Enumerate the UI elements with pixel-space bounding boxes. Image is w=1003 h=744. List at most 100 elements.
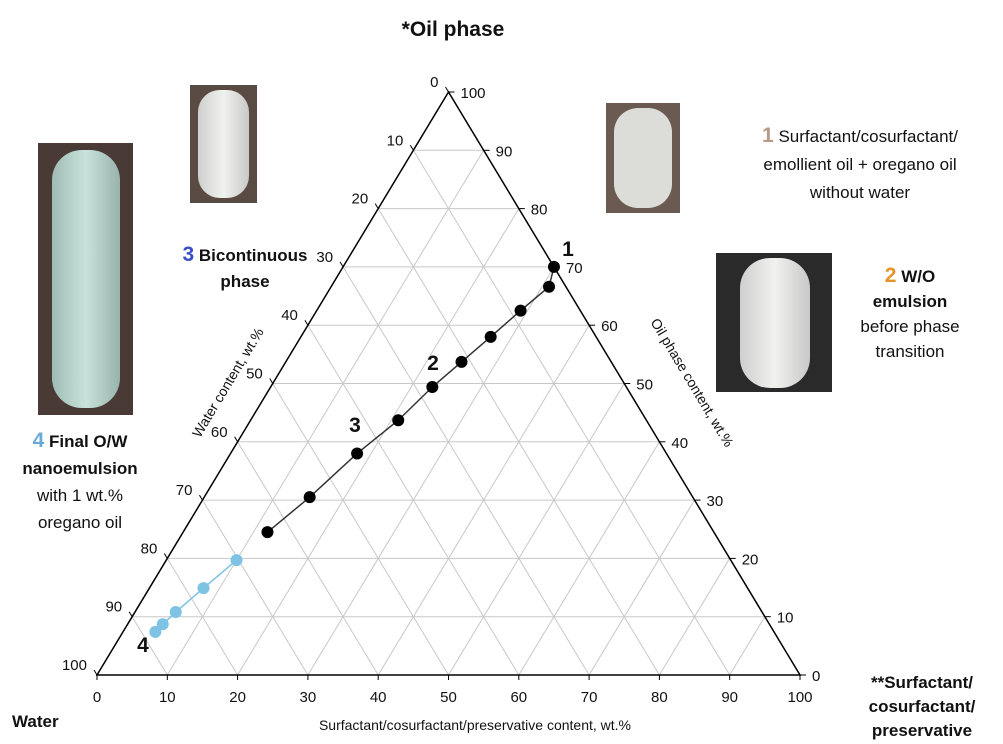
annotation: nanoemulsion — [22, 459, 137, 478]
x-tick-label: 50 — [440, 689, 457, 706]
data-point — [392, 414, 404, 426]
annotation-text: Bicontinuous — [199, 246, 308, 265]
right-tick-label: 80 — [531, 202, 548, 219]
left-tick-label: 30 — [316, 249, 333, 266]
tick-mark — [164, 553, 167, 558]
data-point — [231, 554, 243, 566]
tick-mark — [129, 612, 132, 617]
annotation: 2 W/O — [885, 264, 935, 287]
annotation: emulsion — [873, 292, 948, 311]
annotation-text: nanoemulsion — [22, 459, 137, 478]
annotation-text: without water — [809, 183, 910, 202]
annotation: transition — [876, 342, 945, 361]
right-tick-label: 70 — [566, 260, 583, 277]
annotation-text: W/O — [901, 267, 935, 286]
corner-label: preservative — [872, 721, 972, 740]
annotation-number: 4 — [33, 429, 45, 452]
annotation: 1 Surfactant/cosurfactant/ — [762, 124, 958, 147]
annotation-text: transition — [876, 342, 945, 361]
left-tick-label: 90 — [105, 599, 122, 616]
corner-label: **Surfactant/ — [871, 673, 973, 692]
grid-line — [730, 617, 765, 675]
data-point — [351, 447, 363, 459]
photo-1 — [606, 103, 680, 213]
annotation-text: Surfactant/cosurfactant/ — [778, 127, 958, 146]
annotation: without water — [809, 183, 910, 202]
x-tick-label: 100 — [787, 689, 812, 706]
corner-label: Water — [12, 712, 59, 731]
annotation: 3 Bicontinuous — [182, 243, 307, 266]
right-tick-label: 30 — [707, 493, 724, 510]
left-tick-label: 10 — [387, 132, 404, 149]
chart: *Oil phase Water **Surfactant/ cosurfact… — [0, 0, 1003, 744]
left-tick-label: 0 — [430, 74, 438, 91]
annotation-text: emollient oil + oregano oil — [763, 155, 956, 174]
data-point — [304, 491, 316, 503]
axis-title: Surfactant/cosurfactant/preservative con… — [319, 717, 631, 733]
x-tick-label: 40 — [370, 689, 387, 706]
x-tick-label: 30 — [300, 689, 317, 706]
annotation-number: 2 — [885, 264, 897, 287]
annotation-number: 3 — [182, 243, 194, 266]
point-label: 2 — [427, 352, 439, 375]
tick-mark — [340, 262, 343, 267]
right-tick-label: 90 — [496, 143, 513, 160]
grid-line — [308, 267, 554, 675]
annotation: before phase — [860, 317, 959, 336]
grid-line — [343, 267, 589, 675]
data-point — [170, 606, 182, 618]
grid-line — [449, 384, 625, 676]
annotation-text: Final O/W — [49, 432, 128, 451]
tick-mark — [199, 495, 202, 500]
annotation-text: emulsion — [873, 292, 948, 311]
x-tick-label: 70 — [581, 689, 598, 706]
data-point — [456, 356, 468, 368]
data-point — [485, 331, 497, 343]
annotation-text: before phase — [860, 317, 959, 336]
corner-label: cosurfactant/ — [869, 697, 976, 716]
annotation: 4 Final O/W — [33, 429, 129, 452]
photo-3 — [190, 85, 257, 203]
left-tick-label: 70 — [176, 482, 193, 499]
annotation-text: with 1 wt.% — [36, 486, 123, 505]
data-point — [515, 305, 527, 317]
data-point — [543, 281, 555, 293]
right-tick-label: 100 — [461, 85, 486, 102]
x-tick-label: 60 — [510, 689, 527, 706]
right-tick-label: 20 — [742, 551, 759, 568]
grid-line — [589, 500, 694, 675]
data-point — [261, 526, 273, 538]
x-tick-label: 80 — [651, 689, 668, 706]
annotation: emollient oil + oregano oil — [763, 155, 956, 174]
right-tick-label: 10 — [777, 610, 794, 627]
data-point — [149, 626, 161, 638]
right-tick-label: 60 — [601, 318, 618, 335]
left-tick-label: 80 — [141, 540, 158, 557]
x-tick-label: 0 — [93, 689, 101, 706]
tick-mark — [235, 437, 238, 442]
x-tick-label: 20 — [229, 689, 246, 706]
annotation-text: phase — [220, 272, 269, 291]
annotation: phase — [220, 272, 269, 291]
right-tick-label: 0 — [812, 668, 820, 685]
point-label: 1 — [562, 238, 574, 261]
photo-4 — [38, 143, 133, 415]
tick-mark — [446, 87, 449, 92]
grid-line — [202, 500, 307, 675]
photo-2 — [716, 253, 832, 392]
point-label: 4 — [137, 634, 149, 657]
left-tick-label: 20 — [352, 191, 369, 208]
right-tick-label: 40 — [671, 435, 688, 452]
left-tick-label: 40 — [281, 307, 298, 324]
left-tick-label: 60 — [211, 424, 228, 441]
data-point — [548, 261, 560, 273]
data-point — [426, 381, 438, 393]
tick-mark — [94, 670, 97, 675]
annotation-text: oregano oil — [38, 513, 122, 532]
annotation: with 1 wt.% — [36, 486, 123, 505]
tick-mark — [375, 204, 378, 209]
data-point — [198, 582, 210, 594]
annotation: oregano oil — [38, 513, 122, 532]
annotation-number: 1 — [762, 124, 774, 147]
tick-mark — [270, 379, 273, 384]
